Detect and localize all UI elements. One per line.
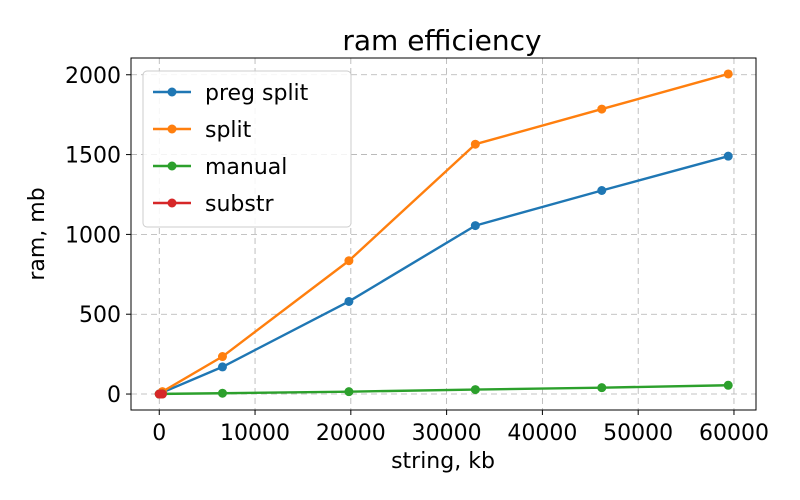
legend-label: manual xyxy=(205,155,287,180)
legend-label: substr xyxy=(205,192,274,217)
y-tick-label: 2000 xyxy=(65,64,121,89)
data-point xyxy=(344,387,354,397)
x-tick-label: 50000 xyxy=(603,421,673,446)
legend-label: preg split xyxy=(205,81,309,106)
data-point xyxy=(470,385,480,395)
y-tick-label: 500 xyxy=(79,303,121,328)
data-point xyxy=(723,69,733,79)
data-point xyxy=(470,139,480,149)
axis-ticks: 0 10000 20000 30000 40000 50000 60000 0 500 1000 1… xyxy=(65,64,769,446)
x-tick-label: 30000 xyxy=(412,421,482,446)
data-point xyxy=(344,256,354,266)
legend: preg split split manual substr xyxy=(142,70,352,228)
series-line xyxy=(159,384,729,396)
data-point xyxy=(723,380,733,390)
x-tick-label: 10000 xyxy=(220,421,290,446)
data-point xyxy=(217,388,227,398)
data-point xyxy=(597,383,607,393)
data-point xyxy=(723,151,733,161)
x-tick-label: 40000 xyxy=(507,421,577,446)
legend-label: split xyxy=(205,118,252,143)
x-tick-label: 0 xyxy=(152,421,166,446)
x-tick-label: 60000 xyxy=(699,421,769,446)
legend-marker xyxy=(167,161,177,171)
series-layer xyxy=(154,69,733,399)
legend-marker xyxy=(167,198,177,208)
y-tick-label: 1000 xyxy=(65,223,121,248)
data-point xyxy=(157,389,167,399)
data-point xyxy=(597,104,607,114)
data-point xyxy=(217,362,227,372)
x-axis-label: string, kb xyxy=(391,449,495,474)
chart-title: ram efficiency xyxy=(342,24,541,57)
data-point xyxy=(470,221,480,231)
legend-frame xyxy=(142,70,352,228)
y-axis-label: ram, mb xyxy=(25,187,50,280)
data-point xyxy=(344,296,354,306)
data-point xyxy=(217,352,227,362)
y-tick-label: 0 xyxy=(107,383,121,408)
legend-marker xyxy=(167,124,177,134)
y-tick-label: 1500 xyxy=(65,144,121,169)
x-tick-label: 20000 xyxy=(316,421,386,446)
legend-marker xyxy=(167,87,177,97)
data-point xyxy=(597,185,607,195)
